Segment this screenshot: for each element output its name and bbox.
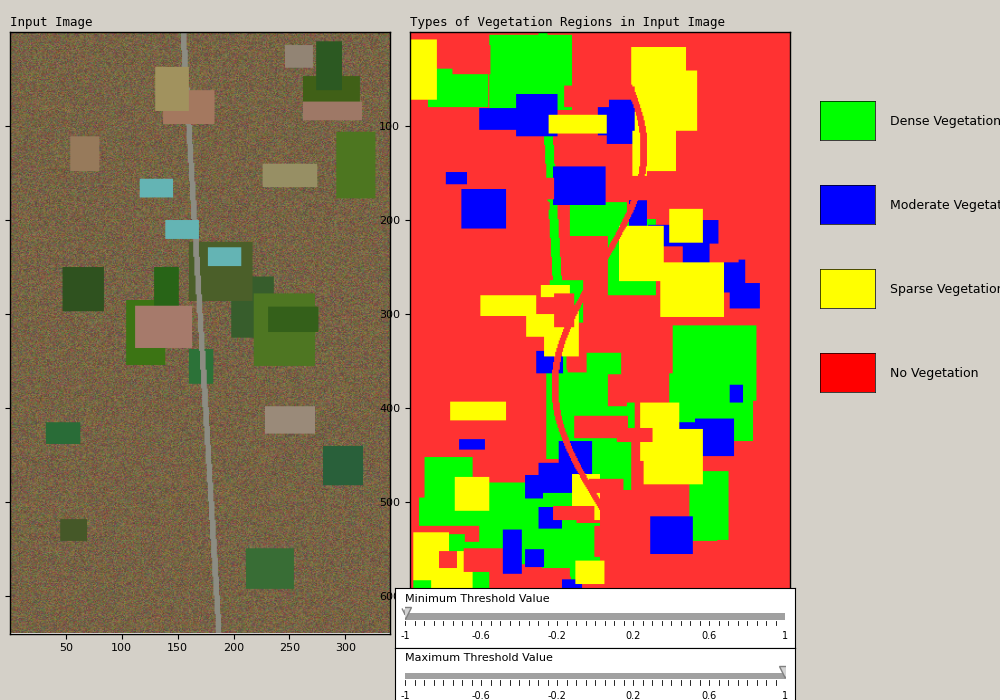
Text: No Vegetation: No Vegetation [890, 367, 978, 379]
Text: 0.6: 0.6 [701, 691, 717, 700]
Bar [405, 613, 785, 620]
Text: -1: -1 [400, 631, 410, 641]
Text: 0.6: 0.6 [701, 631, 717, 641]
Text: Minimum Threshold Value: Minimum Threshold Value [405, 594, 550, 603]
Text: Maximum Threshold Value: Maximum Threshold Value [405, 653, 553, 663]
Text: Sparse Vegetation: Sparse Vegetation [890, 283, 1000, 295]
Text: 1: 1 [782, 631, 788, 641]
Text: 0.2: 0.2 [625, 691, 641, 700]
Text: -0.6: -0.6 [472, 691, 490, 700]
Text: -1: -1 [400, 691, 410, 700]
Text: Types of Vegetation Regions in Input Image: Types of Vegetation Regions in Input Ima… [410, 16, 725, 29]
Text: Input Image: Input Image [10, 16, 92, 29]
Text: 1: 1 [782, 691, 788, 700]
Text: Moderate Vegetation: Moderate Vegetation [890, 199, 1000, 211]
Text: -0.2: -0.2 [548, 631, 566, 641]
Text: -0.2: -0.2 [548, 691, 566, 700]
Text: Dense Vegetation: Dense Vegetation [890, 115, 1000, 127]
Bar [405, 673, 785, 680]
Text: 0.2: 0.2 [625, 631, 641, 641]
Text: -0.6: -0.6 [472, 631, 490, 641]
